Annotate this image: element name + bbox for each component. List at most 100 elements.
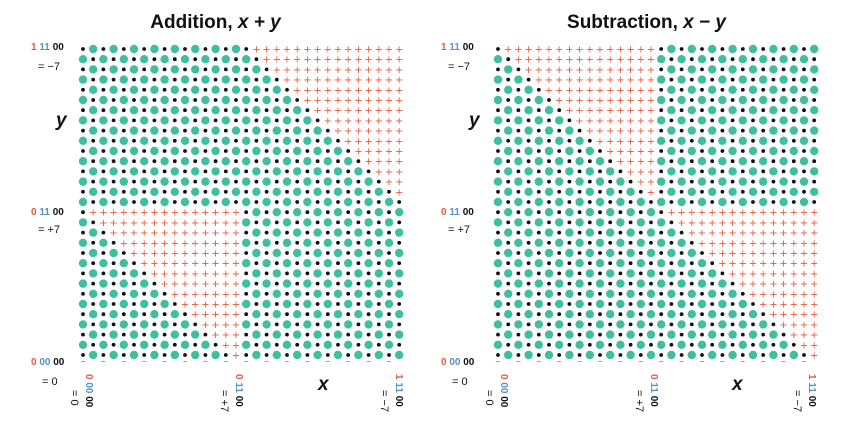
teal-dot bbox=[544, 228, 554, 237]
black-dot bbox=[740, 189, 745, 194]
teal-dot bbox=[718, 340, 727, 349]
black-dot bbox=[295, 159, 300, 164]
teal-dot bbox=[303, 177, 312, 186]
teal-dot bbox=[293, 330, 302, 339]
teal-dot bbox=[99, 279, 108, 288]
black-dot bbox=[740, 67, 745, 72]
black-dot bbox=[81, 149, 85, 153]
black-dot bbox=[577, 189, 582, 194]
overflow-plus-mark: + bbox=[606, 96, 614, 107]
teal-dot bbox=[504, 289, 513, 298]
overflow-plus-mark: + bbox=[698, 228, 706, 239]
teal-dot bbox=[687, 44, 696, 54]
overflow-plus-mark: + bbox=[565, 75, 573, 86]
teal-dot bbox=[728, 85, 737, 94]
black-dot bbox=[628, 220, 633, 225]
overflow-plus-mark: + bbox=[779, 300, 787, 311]
black-dot bbox=[536, 128, 541, 133]
teal-dot bbox=[201, 75, 210, 84]
teal-dot bbox=[180, 157, 190, 166]
teal-dot bbox=[738, 116, 747, 125]
overflow-plus-mark: + bbox=[313, 96, 321, 107]
overflow-plus-mark: + bbox=[293, 75, 301, 86]
overflow-plus-mark: + bbox=[140, 249, 148, 260]
teal-dot bbox=[221, 75, 230, 84]
teal-dot bbox=[575, 197, 584, 207]
teal-dot bbox=[211, 187, 220, 196]
overflow-plus-mark: + bbox=[647, 96, 655, 107]
teal-dot bbox=[129, 269, 139, 278]
black-dot bbox=[183, 47, 187, 51]
black-dot bbox=[761, 128, 766, 133]
overflow-plus-mark: + bbox=[109, 218, 117, 229]
overflow-plus-mark: + bbox=[606, 106, 614, 117]
black-dot bbox=[496, 251, 500, 255]
teal-dot bbox=[646, 350, 656, 360]
black-dot bbox=[526, 281, 531, 286]
teal-dot bbox=[575, 299, 584, 309]
teal-dot bbox=[201, 340, 210, 349]
teal-dot bbox=[708, 187, 717, 196]
black-dot bbox=[771, 138, 776, 143]
black-dot bbox=[679, 108, 684, 113]
overflow-plus-mark: + bbox=[779, 238, 787, 249]
teal-dot bbox=[293, 350, 302, 360]
black-dot bbox=[689, 118, 694, 123]
overflow-plus-mark: + bbox=[385, 157, 393, 168]
black-dot bbox=[121, 312, 126, 317]
overflow-plus-mark: + bbox=[364, 147, 372, 158]
overflow-plus-mark: + bbox=[395, 167, 403, 178]
teal-dot bbox=[708, 65, 717, 74]
overflow-plus-mark: + bbox=[344, 85, 352, 96]
teal-dot bbox=[384, 299, 394, 309]
overflow-plus-mark: + bbox=[616, 136, 624, 147]
overflow-plus-mark: + bbox=[626, 116, 634, 127]
teal-dot bbox=[384, 259, 394, 268]
overflow-plus-mark: + bbox=[395, 187, 403, 198]
overflow-plus-mark: + bbox=[606, 136, 614, 147]
teal-dot bbox=[262, 116, 271, 125]
black-dot bbox=[387, 332, 391, 337]
teal-dot bbox=[555, 238, 564, 247]
teal-dot bbox=[211, 44, 220, 54]
title-expression: x − y bbox=[683, 12, 726, 33]
black-dot bbox=[689, 77, 694, 82]
overflow-plus-mark: + bbox=[586, 96, 594, 107]
overflow-plus-mark: + bbox=[334, 116, 342, 127]
black-dot bbox=[172, 57, 177, 62]
y-label-top-value: = −7 bbox=[38, 61, 61, 73]
overflow-plus-mark: + bbox=[283, 65, 291, 76]
overflow-plus-mark: + bbox=[616, 45, 624, 56]
teal-dot bbox=[170, 65, 179, 74]
overflow-plus-mark: + bbox=[698, 238, 706, 249]
black-dot bbox=[162, 47, 167, 51]
teal-dot bbox=[323, 136, 332, 145]
overflow-plus-mark: + bbox=[232, 279, 240, 290]
teal-dot bbox=[99, 320, 108, 329]
teal-dot bbox=[99, 340, 108, 349]
overflow-plus-mark: + bbox=[790, 320, 798, 331]
overflow-plus-mark: + bbox=[810, 330, 818, 341]
teal-dot bbox=[524, 126, 533, 135]
overflow-plus-mark: + bbox=[334, 75, 342, 86]
black-dot bbox=[315, 138, 320, 143]
black-dot bbox=[91, 200, 96, 204]
black-dot bbox=[802, 67, 806, 72]
teal-dot bbox=[697, 136, 707, 145]
black-dot bbox=[608, 342, 613, 347]
teal-dot bbox=[395, 269, 404, 278]
black-dot bbox=[366, 353, 371, 357]
black-dot bbox=[506, 98, 511, 102]
black-dot bbox=[254, 138, 259, 143]
black-dot bbox=[285, 149, 289, 153]
teal-dot bbox=[677, 55, 686, 64]
teal-dot bbox=[524, 330, 533, 339]
black-dot bbox=[121, 291, 126, 296]
black-dot bbox=[751, 200, 755, 204]
black-dot bbox=[547, 220, 551, 225]
overflow-plus-mark: + bbox=[324, 96, 332, 107]
overflow-plus-mark: + bbox=[667, 208, 675, 219]
overflow-plus-mark: + bbox=[211, 228, 219, 239]
black-dot bbox=[183, 128, 187, 133]
overflow-plus-mark: + bbox=[395, 106, 403, 117]
